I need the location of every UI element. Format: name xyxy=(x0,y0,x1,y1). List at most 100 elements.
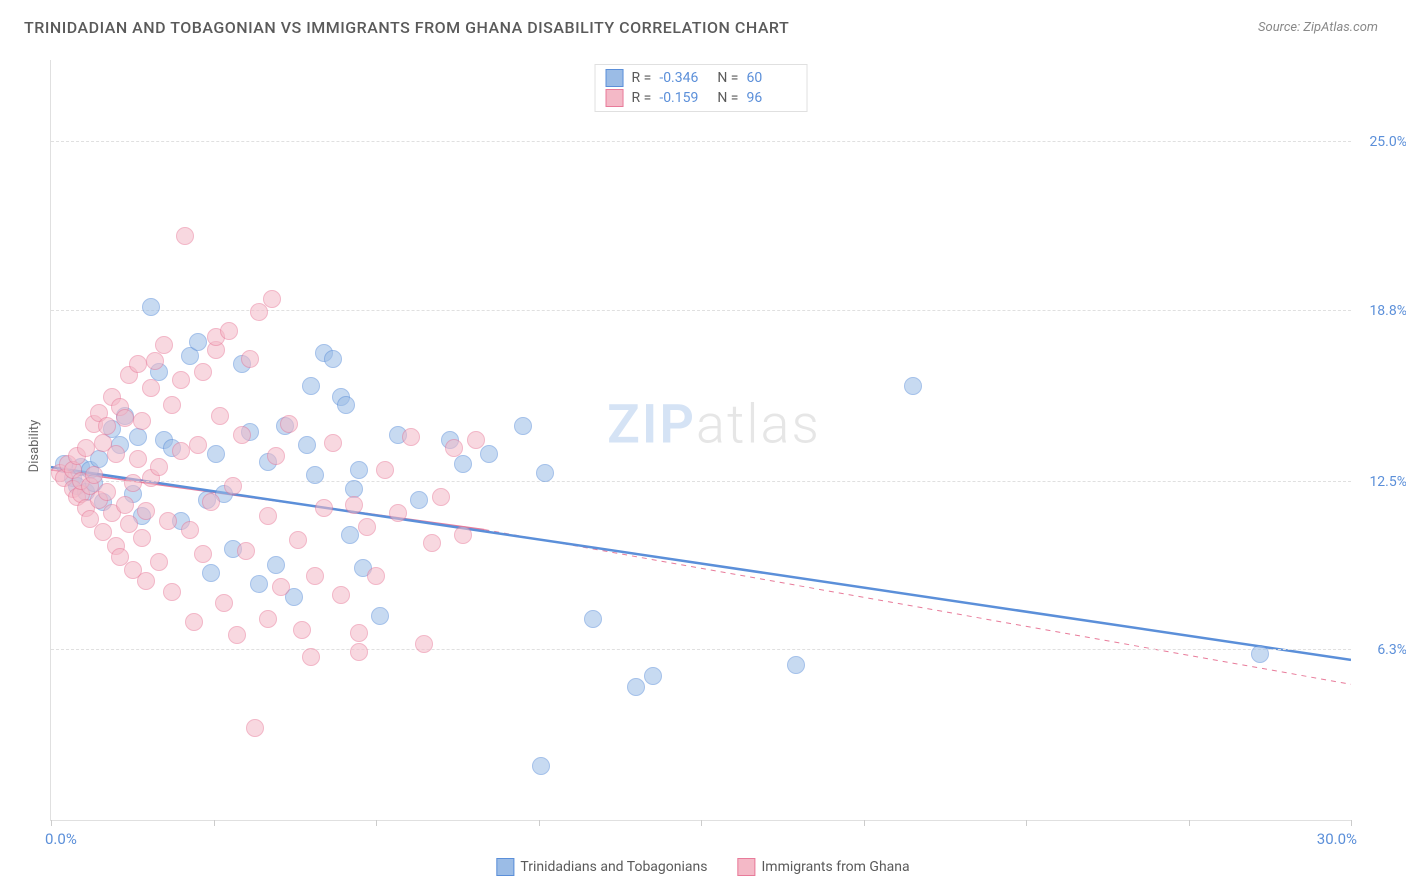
scatter-point xyxy=(302,648,320,666)
scatter-point xyxy=(250,303,268,321)
scatter-point xyxy=(306,567,324,585)
scatter-point xyxy=(202,493,220,511)
series-legend-label: Trinidadians and Tobagonians xyxy=(520,859,707,875)
scatter-point xyxy=(129,355,147,373)
series-legend-item: Trinidadians and Tobagonians xyxy=(496,858,707,876)
scatter-point xyxy=(107,445,125,463)
legend-swatch xyxy=(496,858,514,876)
scatter-point xyxy=(137,502,155,520)
scatter-point xyxy=(116,409,134,427)
scatter-point xyxy=(220,322,238,340)
scatter-point xyxy=(233,426,251,444)
scatter-point xyxy=(445,439,463,457)
scatter-point xyxy=(207,445,225,463)
scatter-point xyxy=(98,483,116,501)
scatter-point xyxy=(423,534,441,552)
scatter-point xyxy=(280,415,298,433)
scatter-point xyxy=(332,586,350,604)
scatter-point xyxy=(410,491,428,509)
x-axis-min-label: 0.0% xyxy=(45,830,77,848)
scatter-point xyxy=(228,626,246,644)
scatter-point xyxy=(142,379,160,397)
gridline: 18.8% xyxy=(51,310,1351,311)
scatter-point xyxy=(376,461,394,479)
scatter-point xyxy=(133,529,151,547)
scatter-point xyxy=(432,488,450,506)
scatter-point xyxy=(246,719,264,737)
scatter-point xyxy=(1251,645,1269,663)
scatter-point xyxy=(358,518,376,536)
scatter-point xyxy=(194,363,212,381)
scatter-point xyxy=(584,610,602,628)
scatter-point xyxy=(142,298,160,316)
scatter-point xyxy=(324,434,342,452)
scatter-point xyxy=(259,507,277,525)
scatter-point xyxy=(627,678,645,696)
scatter-point xyxy=(137,572,155,590)
scatter-point xyxy=(194,545,212,563)
y-axis-label: Disability xyxy=(27,420,42,473)
x-tick xyxy=(1026,820,1027,826)
scatter-point xyxy=(306,466,324,484)
watermark: ZIPatlas xyxy=(607,393,821,456)
scatter-point xyxy=(163,396,181,414)
scatter-point xyxy=(480,445,498,463)
scatter-point xyxy=(163,583,181,601)
watermark-atlas: atlas xyxy=(696,393,821,456)
y-tick-label: 25.0% xyxy=(1369,134,1406,150)
scatter-point xyxy=(250,575,268,593)
scatter-point xyxy=(341,526,359,544)
scatter-point xyxy=(224,477,242,495)
x-tick xyxy=(376,820,377,826)
scatter-point xyxy=(237,542,255,560)
regression-line xyxy=(484,530,1351,685)
scatter-point xyxy=(215,594,233,612)
scatter-point xyxy=(241,350,259,368)
scatter-point xyxy=(324,350,342,368)
legend-swatch xyxy=(606,89,624,107)
scatter-point xyxy=(133,412,151,430)
gridline: 25.0% xyxy=(51,141,1351,142)
scatter-point xyxy=(85,466,103,484)
scatter-point xyxy=(293,621,311,639)
scatter-point xyxy=(350,624,368,642)
scatter-point xyxy=(298,436,316,454)
scatter-point xyxy=(389,504,407,522)
scatter-point xyxy=(350,461,368,479)
scatter-point xyxy=(350,643,368,661)
scatter-point xyxy=(176,227,194,245)
x-tick xyxy=(864,820,865,826)
scatter-point xyxy=(315,499,333,517)
scatter-point xyxy=(155,336,173,354)
legend-n-prefix: N = xyxy=(717,70,738,86)
scatter-point xyxy=(150,458,168,476)
scatter-point xyxy=(272,578,290,596)
plot-area: ZIPatlas R =-0.346N =60R =-0.159N =96 0.… xyxy=(50,60,1351,821)
scatter-point xyxy=(787,656,805,674)
chart-title: TRINIDADIAN AND TOBAGONIAN VS IMMIGRANTS… xyxy=(24,18,789,37)
scatter-point xyxy=(185,613,203,631)
scatter-point xyxy=(345,480,363,498)
legend-n-value: 60 xyxy=(746,70,796,86)
scatter-point xyxy=(454,526,472,544)
scatter-point xyxy=(172,371,190,389)
scatter-point xyxy=(454,455,472,473)
scatter-point xyxy=(202,564,220,582)
scatter-point xyxy=(267,556,285,574)
legend-r-prefix: R = xyxy=(632,90,652,106)
x-tick xyxy=(51,820,52,826)
scatter-point xyxy=(159,512,177,530)
legend-swatch xyxy=(606,69,624,87)
legend-n-prefix: N = xyxy=(717,90,738,106)
x-tick xyxy=(701,820,702,826)
x-tick xyxy=(1189,820,1190,826)
regression-line xyxy=(51,467,1351,660)
scatter-point xyxy=(181,521,199,539)
scatter-point xyxy=(467,431,485,449)
legend-r-value: -0.346 xyxy=(659,70,709,86)
scatter-point xyxy=(367,567,385,585)
scatter-point xyxy=(904,377,922,395)
scatter-point xyxy=(371,607,389,625)
x-axis-max-label: 30.0% xyxy=(1317,830,1357,848)
scatter-point xyxy=(124,474,142,492)
